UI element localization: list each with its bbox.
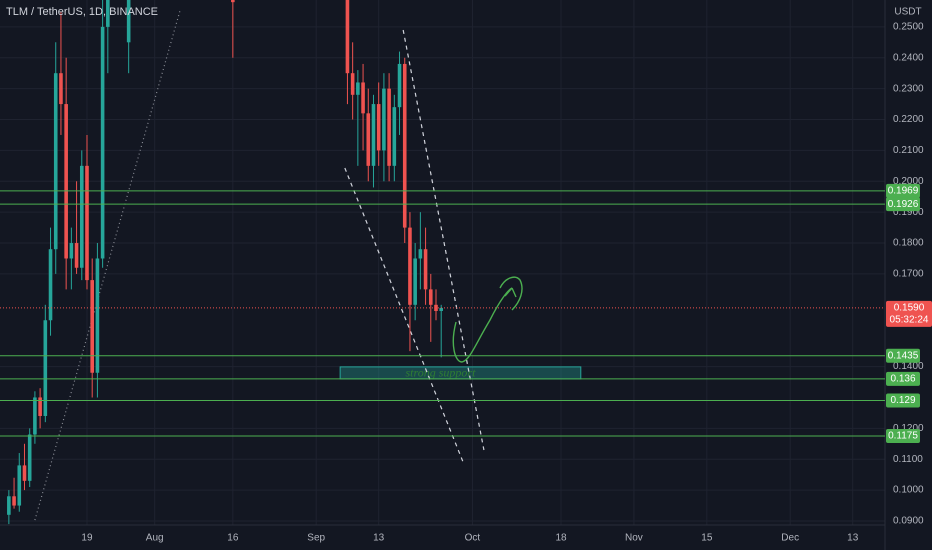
x-tick-label: 13	[847, 533, 859, 544]
hand-drawn-arrowhead	[499, 276, 523, 311]
level-label: 0.129	[890, 395, 915, 406]
candle-body	[366, 113, 371, 166]
y-tick-label: 0.1000	[893, 485, 924, 496]
candle-body	[48, 249, 53, 321]
x-tick-label: Sep	[307, 533, 325, 544]
candle-body	[439, 307, 443, 311]
candle-body	[418, 249, 423, 259]
candle-body	[85, 165, 89, 281]
last-price-box	[886, 300, 932, 327]
candle-body	[106, 0, 110, 27]
x-tick-label: 18	[555, 533, 567, 544]
level-label-box	[886, 429, 920, 444]
candle-body	[74, 243, 79, 268]
candle-body	[43, 320, 48, 416]
y-tick-label: 0.2300	[893, 83, 924, 94]
y-tick-label: 0.0900	[893, 516, 924, 527]
candle-body	[392, 107, 397, 166]
countdown-label: 05:32:24	[890, 315, 929, 326]
y-tick-label: 0.1700	[893, 269, 924, 280]
candle-body	[27, 434, 32, 481]
x-tick-label: Aug	[146, 533, 164, 544]
level-label: 0.136	[890, 374, 915, 385]
x-tick-label: 15	[701, 533, 713, 544]
candle-body	[7, 496, 11, 515]
candle-body	[397, 63, 402, 108]
level-label: 0.1435	[888, 350, 919, 361]
x-tick-label: 19	[81, 533, 93, 544]
candle-body	[382, 88, 386, 151]
candle-body	[231, 0, 235, 3]
candle-body	[95, 258, 100, 373]
grid	[0, 0, 885, 525]
candle-body	[12, 496, 16, 506]
y-tick-label: 0.1900	[893, 207, 924, 218]
candle-body	[22, 465, 27, 481]
y-tick-label: 0.2000	[893, 176, 924, 187]
candle-body	[90, 280, 94, 373]
candle-body	[64, 104, 68, 259]
currency-label: USDT	[894, 7, 921, 18]
candle-body	[345, 0, 350, 74]
level-label: 0.1926	[888, 199, 919, 210]
x-tick-label: 16	[227, 533, 239, 544]
y-tick-label: 0.1800	[893, 238, 924, 249]
y-tick-label: 0.2100	[893, 145, 924, 156]
x-tick-label: 13	[373, 533, 385, 544]
x-tick-label: Dec	[781, 533, 799, 544]
x-tick-label: Oct	[465, 533, 481, 544]
trend-line	[344, 167, 464, 463]
candle-body	[387, 88, 391, 166]
candle-body	[69, 243, 74, 259]
chart-title: TLM / TetherUS, 1D, BINANCE	[6, 6, 158, 18]
level-label-box	[886, 371, 920, 386]
axes: 0.25000.24000.23000.22000.21000.20000.19…	[81, 22, 924, 544]
candle-body	[376, 104, 381, 151]
candle-body	[33, 397, 37, 435]
candle-body	[413, 258, 417, 305]
y-tick-label: 0.1100	[893, 454, 923, 465]
candle-body	[38, 397, 42, 416]
level-label: 0.1969	[888, 185, 919, 196]
y-tick-label: 0.2200	[893, 114, 924, 125]
level-label-box	[886, 197, 920, 212]
candle-body	[428, 289, 433, 305]
candle-body	[408, 227, 412, 305]
candle-body	[423, 249, 428, 290]
candle-body	[17, 465, 22, 506]
y-tick-label: 0.2400	[893, 52, 924, 63]
y-tick-label: 0.1400	[893, 361, 924, 372]
level-label: 0.1175	[888, 431, 918, 442]
candle-body	[100, 26, 105, 259]
candle-body	[350, 73, 355, 95]
level-label-box	[886, 393, 920, 408]
candle-body	[53, 73, 58, 250]
plot-area: strong support	[7, 0, 582, 525]
candle-body	[402, 63, 407, 228]
x-tick-label: Nov	[625, 533, 643, 544]
candle-body	[126, 0, 131, 43]
candle-body	[361, 82, 365, 114]
y-tick-label: 0.1200	[893, 423, 924, 434]
hand-drawn-arrow	[452, 287, 513, 363]
candle-body	[356, 82, 360, 95]
y-tick-label: 0.2500	[893, 22, 924, 33]
support-zone-label: strong support	[406, 366, 477, 380]
level-label-box	[886, 183, 920, 198]
level-label-box	[886, 348, 920, 363]
candle-body	[371, 104, 376, 166]
candle-body	[59, 73, 63, 105]
last-price-label: 0.1590	[894, 303, 925, 314]
candle-body	[79, 165, 84, 268]
trend-line	[34, 9, 181, 521]
